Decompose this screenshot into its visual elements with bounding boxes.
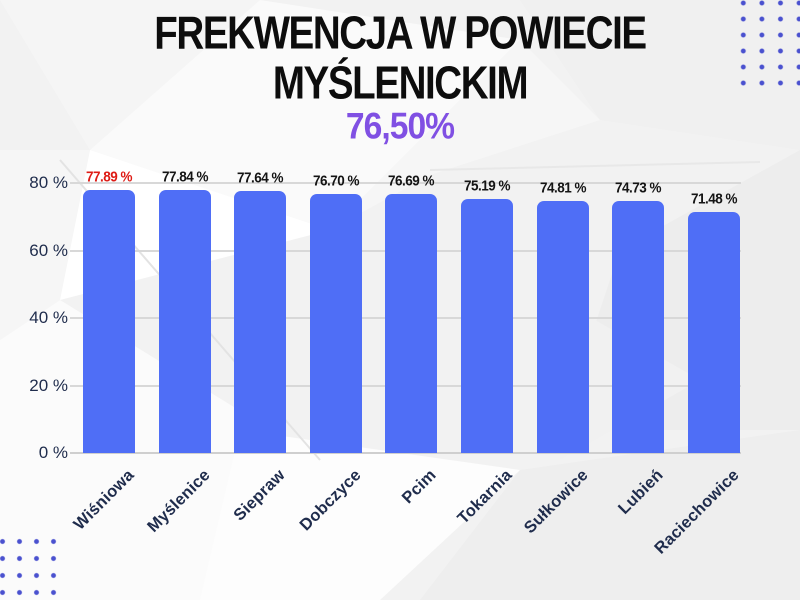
bar-value-label: 76.69 %	[387, 172, 435, 189]
page-title: FREKWENCJA W POWIECIE MYŚLENICKIM	[24, 6, 776, 109]
bar-value-label: 76.70 %	[312, 172, 360, 189]
bar-value-label: 74.81 %	[539, 179, 587, 196]
y-tick-label: 40 %	[29, 308, 68, 327]
bar-Siepraw	[234, 191, 286, 453]
gridline-80	[70, 182, 741, 184]
bar-Myślenice	[159, 190, 211, 453]
bar-value-label: 71.48 %	[690, 190, 738, 207]
bar-Dobczyce	[310, 194, 362, 453]
bar-value-label: 74.73 %	[614, 179, 662, 196]
y-tick-label: 60 %	[29, 240, 68, 260]
bar-value-label: 75.19 %	[463, 177, 511, 194]
bar-Lubień	[612, 201, 664, 453]
bar-Tokarnia	[461, 199, 513, 453]
bar-Pcim	[385, 194, 437, 453]
bar-Wiśniowa	[83, 190, 135, 453]
title-line-1: FREKWENCJA W POWIECIE	[154, 6, 647, 59]
gridline-0	[70, 452, 741, 454]
y-tick-label: 20 %	[29, 375, 68, 395]
bar-value-label: 77.84 %	[161, 168, 209, 185]
bar-Raciechowice	[688, 212, 740, 453]
dots-pattern-bottom-left	[0, 533, 60, 600]
y-tick-label: 0 %	[38, 443, 68, 462]
title-line-2: MYŚLENICKIM	[272, 57, 529, 109]
bar-value-label: 77.64 %	[236, 169, 284, 186]
y-tick-label: 80 %	[29, 173, 68, 192]
overall-turnout-value: 76,50%	[345, 106, 455, 147]
bar-value-label: 77.89 %	[85, 168, 133, 185]
dots-pattern-top-right	[734, 0, 800, 91]
bar-Sułkowice	[537, 201, 589, 453]
